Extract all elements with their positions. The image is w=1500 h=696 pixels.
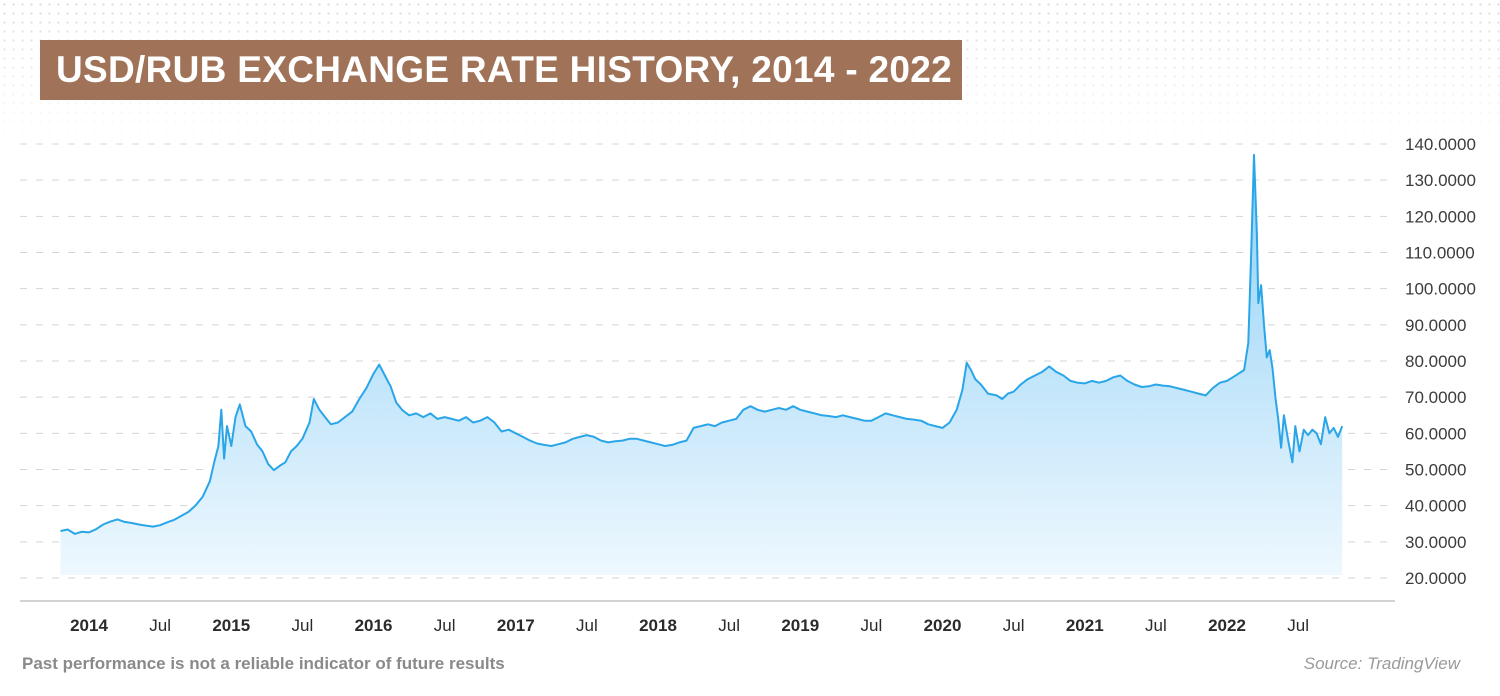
y-axis-labels: 140.0000 130.0000 120.0000 110.0000 100.0000… (1405, 135, 1476, 588)
y-tick-label: 20.0000 (1405, 569, 1466, 588)
y-tick-label: 70.0000 (1405, 388, 1466, 407)
x-tick-label: Jul (718, 616, 740, 635)
source-text: Source: TradingView (1303, 654, 1460, 673)
x-tick-label: Jul (576, 616, 598, 635)
x-tick-label: 2020 (924, 616, 962, 635)
page-title: USD/RUB EXCHANGE RATE HISTORY, 2014 - 20… (40, 40, 962, 100)
y-tick-label: 120.0000 (1405, 207, 1476, 226)
x-tick-label: Jul (1287, 616, 1309, 635)
x-tick-label: 2019 (781, 616, 819, 635)
y-tick-label: 100.0000 (1405, 280, 1476, 299)
y-tick-label: 60.0000 (1405, 424, 1466, 443)
y-tick-label: 110.0000 (1405, 244, 1475, 263)
x-tick-label: Jul (1003, 616, 1025, 635)
x-tick-label: Jul (292, 616, 314, 635)
y-tick-label: 30.0000 (1405, 533, 1466, 552)
rate-area-fill (60, 154, 1343, 575)
x-tick-label: Jul (861, 616, 883, 635)
y-tick-label: 130.0000 (1405, 171, 1476, 190)
y-tick-label: 40.0000 (1405, 497, 1466, 516)
x-tick-label: Jul (1145, 616, 1167, 635)
y-tick-label: 80.0000 (1405, 352, 1466, 371)
y-tick-label: 50.0000 (1405, 461, 1466, 480)
x-tick-label: 2015 (212, 616, 250, 635)
rate-line (60, 153, 1344, 535)
x-tick-label: 2017 (497, 616, 535, 635)
x-tick-label: 2022 (1208, 616, 1246, 635)
x-tick-label: Jul (434, 616, 456, 635)
x-tick-label: 2016 (355, 616, 393, 635)
disclaimer-text: Past performance is not a reliable indic… (22, 654, 505, 673)
x-tick-label: 2014 (70, 616, 108, 635)
x-tick-label: Jul (149, 616, 171, 635)
y-tick-label: 140.0000 (1405, 135, 1476, 154)
x-tick-label: 2021 (1066, 616, 1104, 635)
x-axis-labels: 2014 Jul 2015 Jul 2016 Jul 2017 Jul 2018 Jul 2019 J… (70, 616, 1309, 635)
y-tick-label: 90.0000 (1405, 316, 1466, 335)
x-tick-label: 2018 (639, 616, 677, 635)
